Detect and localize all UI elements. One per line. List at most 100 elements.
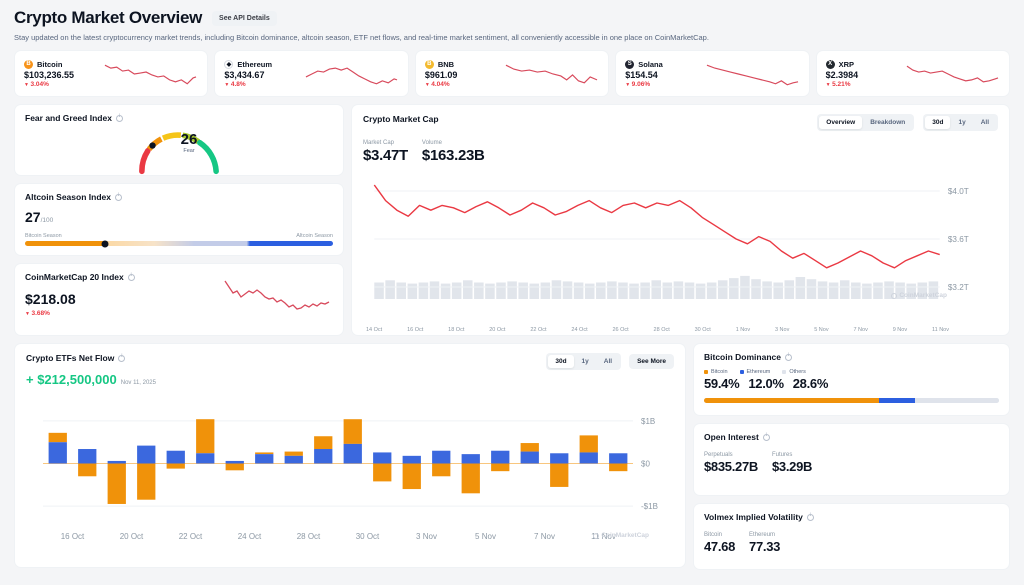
legend-label: Bitcoin [711,369,728,375]
etf-title-text: Crypto ETFs Net Flow [26,353,115,363]
volmex-item: Ethereum 77.33 [749,532,780,554]
info-icon[interactable] [118,353,126,362]
open-interest-card[interactable]: Open Interest Perpetuals$835.27BFutures$… [693,423,1010,496]
ticker-card-ethereum[interactable]: ◆Ethereum$3,434.674.8% [214,50,409,97]
x-axis-tick: 9 Nov [892,327,908,333]
ticker-name: Ethereum [237,59,272,69]
fear-and-greed-label: Fear [183,148,195,154]
info-icon[interactable] [115,113,123,122]
svg-text:$1B: $1B [641,417,655,426]
etf-range-toggle-1y[interactable]: 1y [575,355,596,368]
volume-stat: Volume $163.23B [422,140,485,164]
ticker-name-row: ◆ Ethereum [224,59,272,69]
cmc20-title-text: CoinMarketCap 20 Index [25,272,124,282]
page-subtitle: Stay updated on the latest cryptocurrenc… [14,33,709,42]
x-axis-tick: 22 Oct [530,327,547,333]
fear-and-greed-card[interactable]: Fear and Greed Index 26 Fear [14,104,344,176]
cmc20-index-card[interactable]: CoinMarketCap 20 Index $218.08 3.68% [14,263,344,336]
fear-and-greed-title: Fear and Greed Index [25,113,333,123]
market-cap-x-axis: 14 Oct 16 Oct 18 Oct 20 Oct 22 Oct 24 Oct 26 O… [366,327,949,333]
crypto-market-cap-panel[interactable]: Crypto Market Cap Overview Breakdown 30d 1… [351,104,1010,336]
range-toggle-30d[interactable]: 30d [925,116,951,129]
ticker-name-row: S Solana [625,59,663,69]
volmex-value: 77.33 [749,539,781,554]
svg-text:20 Oct: 20 Oct [120,532,144,541]
x-axis-tick: 26 Oct [612,327,629,333]
dominance-bar-ethereum [879,398,915,403]
open-interest-title-text: Open Interest [704,432,759,442]
see-more-button[interactable]: See More [629,354,674,369]
altcoin-season-scale-labels: Bitcoin Season Altcoin Season [25,233,333,239]
open-interest-label: Perpetuals [704,452,733,458]
fear-and-greed-gauge [131,123,227,175]
market-cap-stat: Market Cap $3.47T [363,140,408,164]
range-toggle-all[interactable]: All [974,116,996,129]
x-axis-tick: 5 Nov [814,327,829,333]
etf-range-toggle-all[interactable]: All [597,355,619,368]
ticker-price: $3,434.67 [224,69,265,80]
market-cap-chart[interactable]: $4.0T $3.6T $3.2T [360,167,1003,329]
range-toggle-group[interactable]: 30d 1y All [923,114,998,131]
svg-text:$3.6T: $3.6T [948,235,969,244]
info-icon[interactable] [114,192,122,201]
range-toggle-1y[interactable]: 1y [951,116,972,129]
left-column: Fear and Greed Index 26 Fear [14,104,344,336]
info-icon[interactable] [784,352,792,361]
altcoin-season-value: 27/100 [25,209,333,225]
altcoin-season-number: 27 [25,209,41,225]
see-api-details-button[interactable]: See API Details [212,10,277,26]
x-axis-tick: 7 Nov [853,327,868,333]
svg-text:7 Nov: 7 Nov [534,532,555,541]
bitcoin-season-label: Bitcoin Season [25,233,62,239]
dominance-legend-others: Others [782,369,806,375]
altcoin-season-title: Altcoin Season Index [25,192,333,202]
x-axis-tick: 24 Oct [571,327,588,333]
ticker-price: $103,236.55 [24,69,75,80]
etf-chart[interactable]: $1B $0 -$1B 16 Oct 20 Oct 22 Oct 24 Oct 28 Oct 3… [25,402,675,547]
view-toggle-group[interactable]: Overview Breakdown [817,114,915,131]
open-interest-values: Perpetuals $835.27B Futures $3.29B [704,452,999,474]
open-interest-value: $3.29B [771,459,813,474]
etf-watermark: CoinMarketCap [593,532,649,539]
etf-range-toggle-30d[interactable]: 30d [548,355,574,368]
ethereum-icon: ◆ [224,59,234,69]
etf-range-toggle-group[interactable]: 30d 1y All [546,353,622,370]
svg-text:$4.0T: $4.0T [948,187,969,196]
altcoin-season-denominator: /100 [40,217,54,224]
xrp-icon: X [825,59,835,69]
volmex-label: Bitcoin [704,532,723,538]
gauge-svg [139,132,219,175]
cmc-logo-icon [891,292,898,299]
ticker-sparkline [706,64,798,85]
info-icon[interactable] [762,432,770,441]
cmc20-change: 3.68% [25,310,223,317]
dominance-values: 59.4% 12.0% 28.6% [704,376,999,391]
altcoin-season-card[interactable]: Altcoin Season Index 27/100 Bitcoin Seas… [14,183,344,256]
x-axis-tick: 14 Oct [366,327,383,333]
volume-value: $163.23B [421,147,485,164]
volume-label: Volume [421,140,442,146]
ticker-name: Solana [638,59,663,69]
bitcoin-dominance-card[interactable]: Bitcoin Dominance BitcoinEthereumOthers … [693,343,1010,416]
legend-swatch [782,370,787,374]
right-column: Bitcoin Dominance BitcoinEthereumOthers … [693,343,1010,570]
ticker-sparkline [105,64,197,85]
view-toggle-breakdown[interactable]: Breakdown [863,116,912,129]
view-toggle-overview[interactable]: Overview [819,116,863,129]
x-axis-tick: 18 Oct [448,327,465,333]
bitcoin-dominance-title: Bitcoin Dominance [704,352,999,362]
info-icon[interactable] [127,272,135,281]
ticker-sparkline [505,64,598,83]
x-axis-tick: 3 Nov [774,327,790,333]
svg-text:28 Oct: 28 Oct [297,532,321,541]
ticker-card-bitcoin[interactable]: B Bitcoin$103,236.553.04% [14,50,209,97]
info-icon[interactable] [806,512,814,521]
